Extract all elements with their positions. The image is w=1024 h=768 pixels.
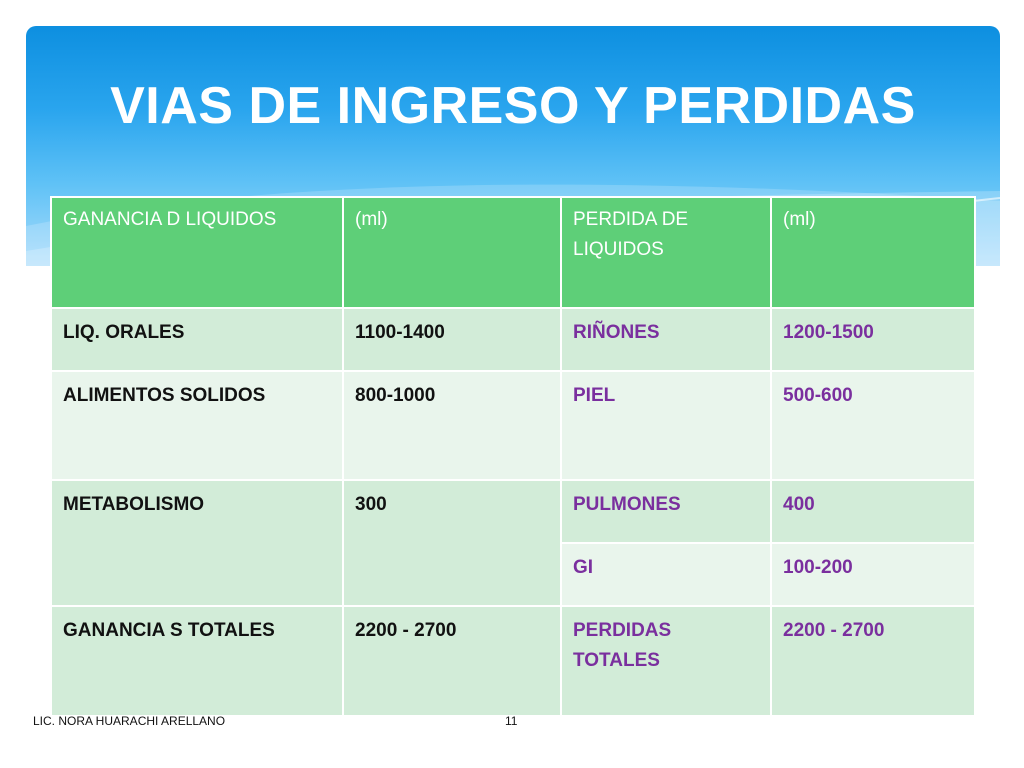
gain-total-label: GANANCIA S TOTALES [50, 605, 344, 717]
loss-source: RIÑONES [560, 307, 772, 372]
loss-source: PULMONES [560, 479, 772, 544]
loss-total-label: PERDIDAS TOTALES [560, 605, 772, 717]
header-gain-liquids: GANANCIA D LIQUIDOS [50, 196, 344, 309]
loss-amount: 500-600 [770, 370, 976, 481]
table-row: ALIMENTOS SOLIDOS 800-1000 PIEL 500-600 [50, 370, 976, 481]
page-number: 11 [505, 714, 518, 728]
gain-source: METABOLISMO [50, 479, 344, 607]
gain-source: ALIMENTOS SOLIDOS [50, 370, 344, 481]
fluid-balance-table: GANANCIA D LIQUIDOS (ml) PERDIDA DE LIQU… [50, 196, 976, 717]
table-row-totals: GANANCIA S TOTALES 2200 - 2700 PERDIDAS … [50, 605, 976, 717]
table-row: GI 100-200 [51, 542, 976, 607]
gain-amount: 300 [342, 479, 562, 607]
gain-amount: 1100-1400 [342, 307, 562, 372]
loss-total-amount: 2200 - 2700 [770, 605, 976, 717]
header-loss-ml: (ml) [770, 196, 976, 309]
table-row: LIQ. ORALES 1100-1400 RIÑONES 1200-1500 [50, 307, 976, 372]
slide-title: VIAS DE INGRESO Y PERDIDAS [110, 77, 916, 135]
header-gain-ml: (ml) [342, 196, 562, 309]
gain-amount: 800-1000 [342, 370, 562, 481]
loss-amount: 400 [770, 479, 976, 544]
gain-source: LIQ. ORALES [50, 307, 344, 372]
loss-amount: 1200-1500 [770, 307, 976, 372]
table-header-row: GANANCIA D LIQUIDOS (ml) PERDIDA DE LIQU… [50, 196, 976, 309]
loss-amount: 100-200 [770, 542, 976, 607]
header-loss-liquids: PERDIDA DE LIQUIDOS [560, 196, 772, 309]
gain-total-amount: 2200 - 2700 [342, 605, 562, 717]
loss-source: GI [560, 542, 772, 607]
loss-source: PIEL [560, 370, 772, 481]
table-row: METABOLISMO 300 PULMONES 400 [50, 479, 976, 607]
footer-author: LIC. NORA HUARACHI ARELLANO [33, 714, 226, 728]
